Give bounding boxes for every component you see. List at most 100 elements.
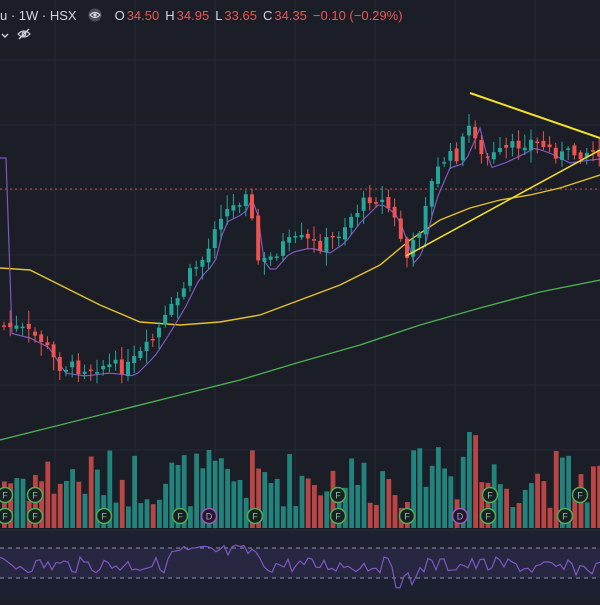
candle-body	[355, 213, 360, 218]
volume-bar	[392, 495, 398, 528]
dividend-marker-icon[interactable]: F	[329, 507, 347, 525]
volume-bar	[219, 458, 224, 528]
volume-bar	[157, 499, 162, 528]
dividend-marker-icon[interactable]: F	[571, 486, 589, 504]
volume-bar	[485, 482, 491, 528]
candle-body	[57, 357, 62, 371]
dividend-marker-icon[interactable]: F	[171, 507, 189, 525]
volume-bar	[163, 483, 168, 528]
dividend-marker-icon[interactable]: F	[26, 507, 44, 525]
volume-bar	[529, 483, 534, 528]
volume-bar	[591, 466, 596, 528]
candle-body	[522, 147, 527, 151]
dividend-marker-icon[interactable]: F	[95, 507, 113, 525]
candle-body	[45, 342, 50, 346]
change-value: −0.10 (−0.29%)	[312, 7, 403, 23]
trendline-support[interactable]	[405, 149, 600, 257]
symbol-label[interactable]: u · 1W · HSX	[0, 7, 77, 23]
ma-short-line	[0, 126, 600, 377]
volume-bar	[541, 481, 547, 528]
volume-bar	[417, 448, 423, 528]
volume-bar	[367, 502, 373, 528]
candle-body	[504, 145, 509, 148]
open-label: O	[114, 7, 125, 23]
candle-body	[39, 334, 44, 343]
candle-body	[349, 216, 354, 228]
volume-bar	[504, 488, 509, 528]
volume-bar	[498, 484, 503, 528]
dividend-marker-icon[interactable]: F	[26, 486, 44, 504]
candle-body	[126, 361, 130, 377]
eye-icon[interactable]	[87, 8, 103, 22]
volume-bar	[349, 458, 354, 528]
candle-body	[237, 205, 242, 207]
candle-body	[194, 267, 199, 269]
marker-label: F	[577, 491, 583, 501]
volume-bar	[88, 456, 94, 528]
candle-body	[448, 150, 453, 161]
volume-bar	[535, 473, 540, 528]
volume-bar	[107, 450, 113, 528]
candle-body	[305, 233, 310, 239]
dividend-marker-icon[interactable]: F	[479, 507, 497, 525]
dividend-marker-icon[interactable]: F	[0, 507, 14, 525]
candle-body	[76, 360, 81, 375]
candle-body	[479, 139, 484, 155]
event-marker-d[interactable]: D	[200, 507, 218, 525]
dividend-marker-icon[interactable]: F	[329, 486, 347, 504]
candle-body	[51, 344, 56, 358]
candle-body	[107, 364, 112, 368]
candle-body	[268, 256, 273, 260]
ma-short	[0, 126, 600, 377]
event-marker-d[interactable]: D	[451, 507, 469, 525]
candle-body	[274, 256, 279, 258]
candle-body	[541, 140, 546, 147]
candle-body	[454, 148, 459, 162]
candle-body	[8, 322, 13, 328]
dividend-marker-icon[interactable]: F	[246, 507, 264, 525]
close-value: 34.35	[274, 7, 307, 23]
eye-slash-icon[interactable]	[16, 27, 32, 46]
candle-body	[250, 194, 254, 219]
rsi-line	[0, 544, 600, 589]
candle-body	[132, 355, 137, 363]
candle-body	[330, 235, 335, 238]
marker-label: D	[457, 512, 464, 522]
candle-body	[510, 141, 515, 148]
chevron-icon[interactable]	[0, 29, 10, 43]
volume-bar	[584, 502, 590, 528]
candle-body	[535, 141, 540, 143]
dividend-marker-icon[interactable]: F	[481, 486, 499, 504]
candle-body	[88, 369, 93, 372]
candle-body	[26, 323, 31, 329]
candle-body	[2, 325, 6, 327]
candle-body	[572, 145, 577, 156]
volume-bar	[423, 486, 429, 528]
volume-bars	[2, 432, 600, 528]
candle-body	[392, 206, 397, 218]
volume-bar	[175, 464, 181, 528]
volume-bar	[312, 485, 317, 528]
volume-bar	[380, 471, 385, 528]
volume-bar	[231, 481, 237, 528]
volume-bar	[132, 455, 137, 528]
dividend-marker-icon[interactable]: F	[398, 507, 416, 525]
volume-bar	[522, 489, 528, 528]
volume-bar	[14, 478, 20, 528]
trendline-resistance[interactable]	[469, 92, 600, 139]
candle-body	[374, 202, 378, 204]
candle-body	[361, 197, 366, 211]
candle-body	[262, 257, 267, 262]
dividend-marker-icon[interactable]: F	[0, 486, 14, 504]
marker-label: F	[335, 491, 341, 501]
candle-body	[591, 150, 595, 152]
marker-label: F	[2, 491, 8, 501]
candle-body	[119, 359, 124, 375]
open-value: 34.50	[126, 7, 160, 23]
event-markers[interactable]: F F F F F F F F F F F F F F D D	[0, 486, 589, 525]
volume-bar	[188, 506, 193, 528]
volume-bar	[206, 449, 212, 528]
dividend-marker-icon[interactable]: F	[556, 507, 574, 525]
